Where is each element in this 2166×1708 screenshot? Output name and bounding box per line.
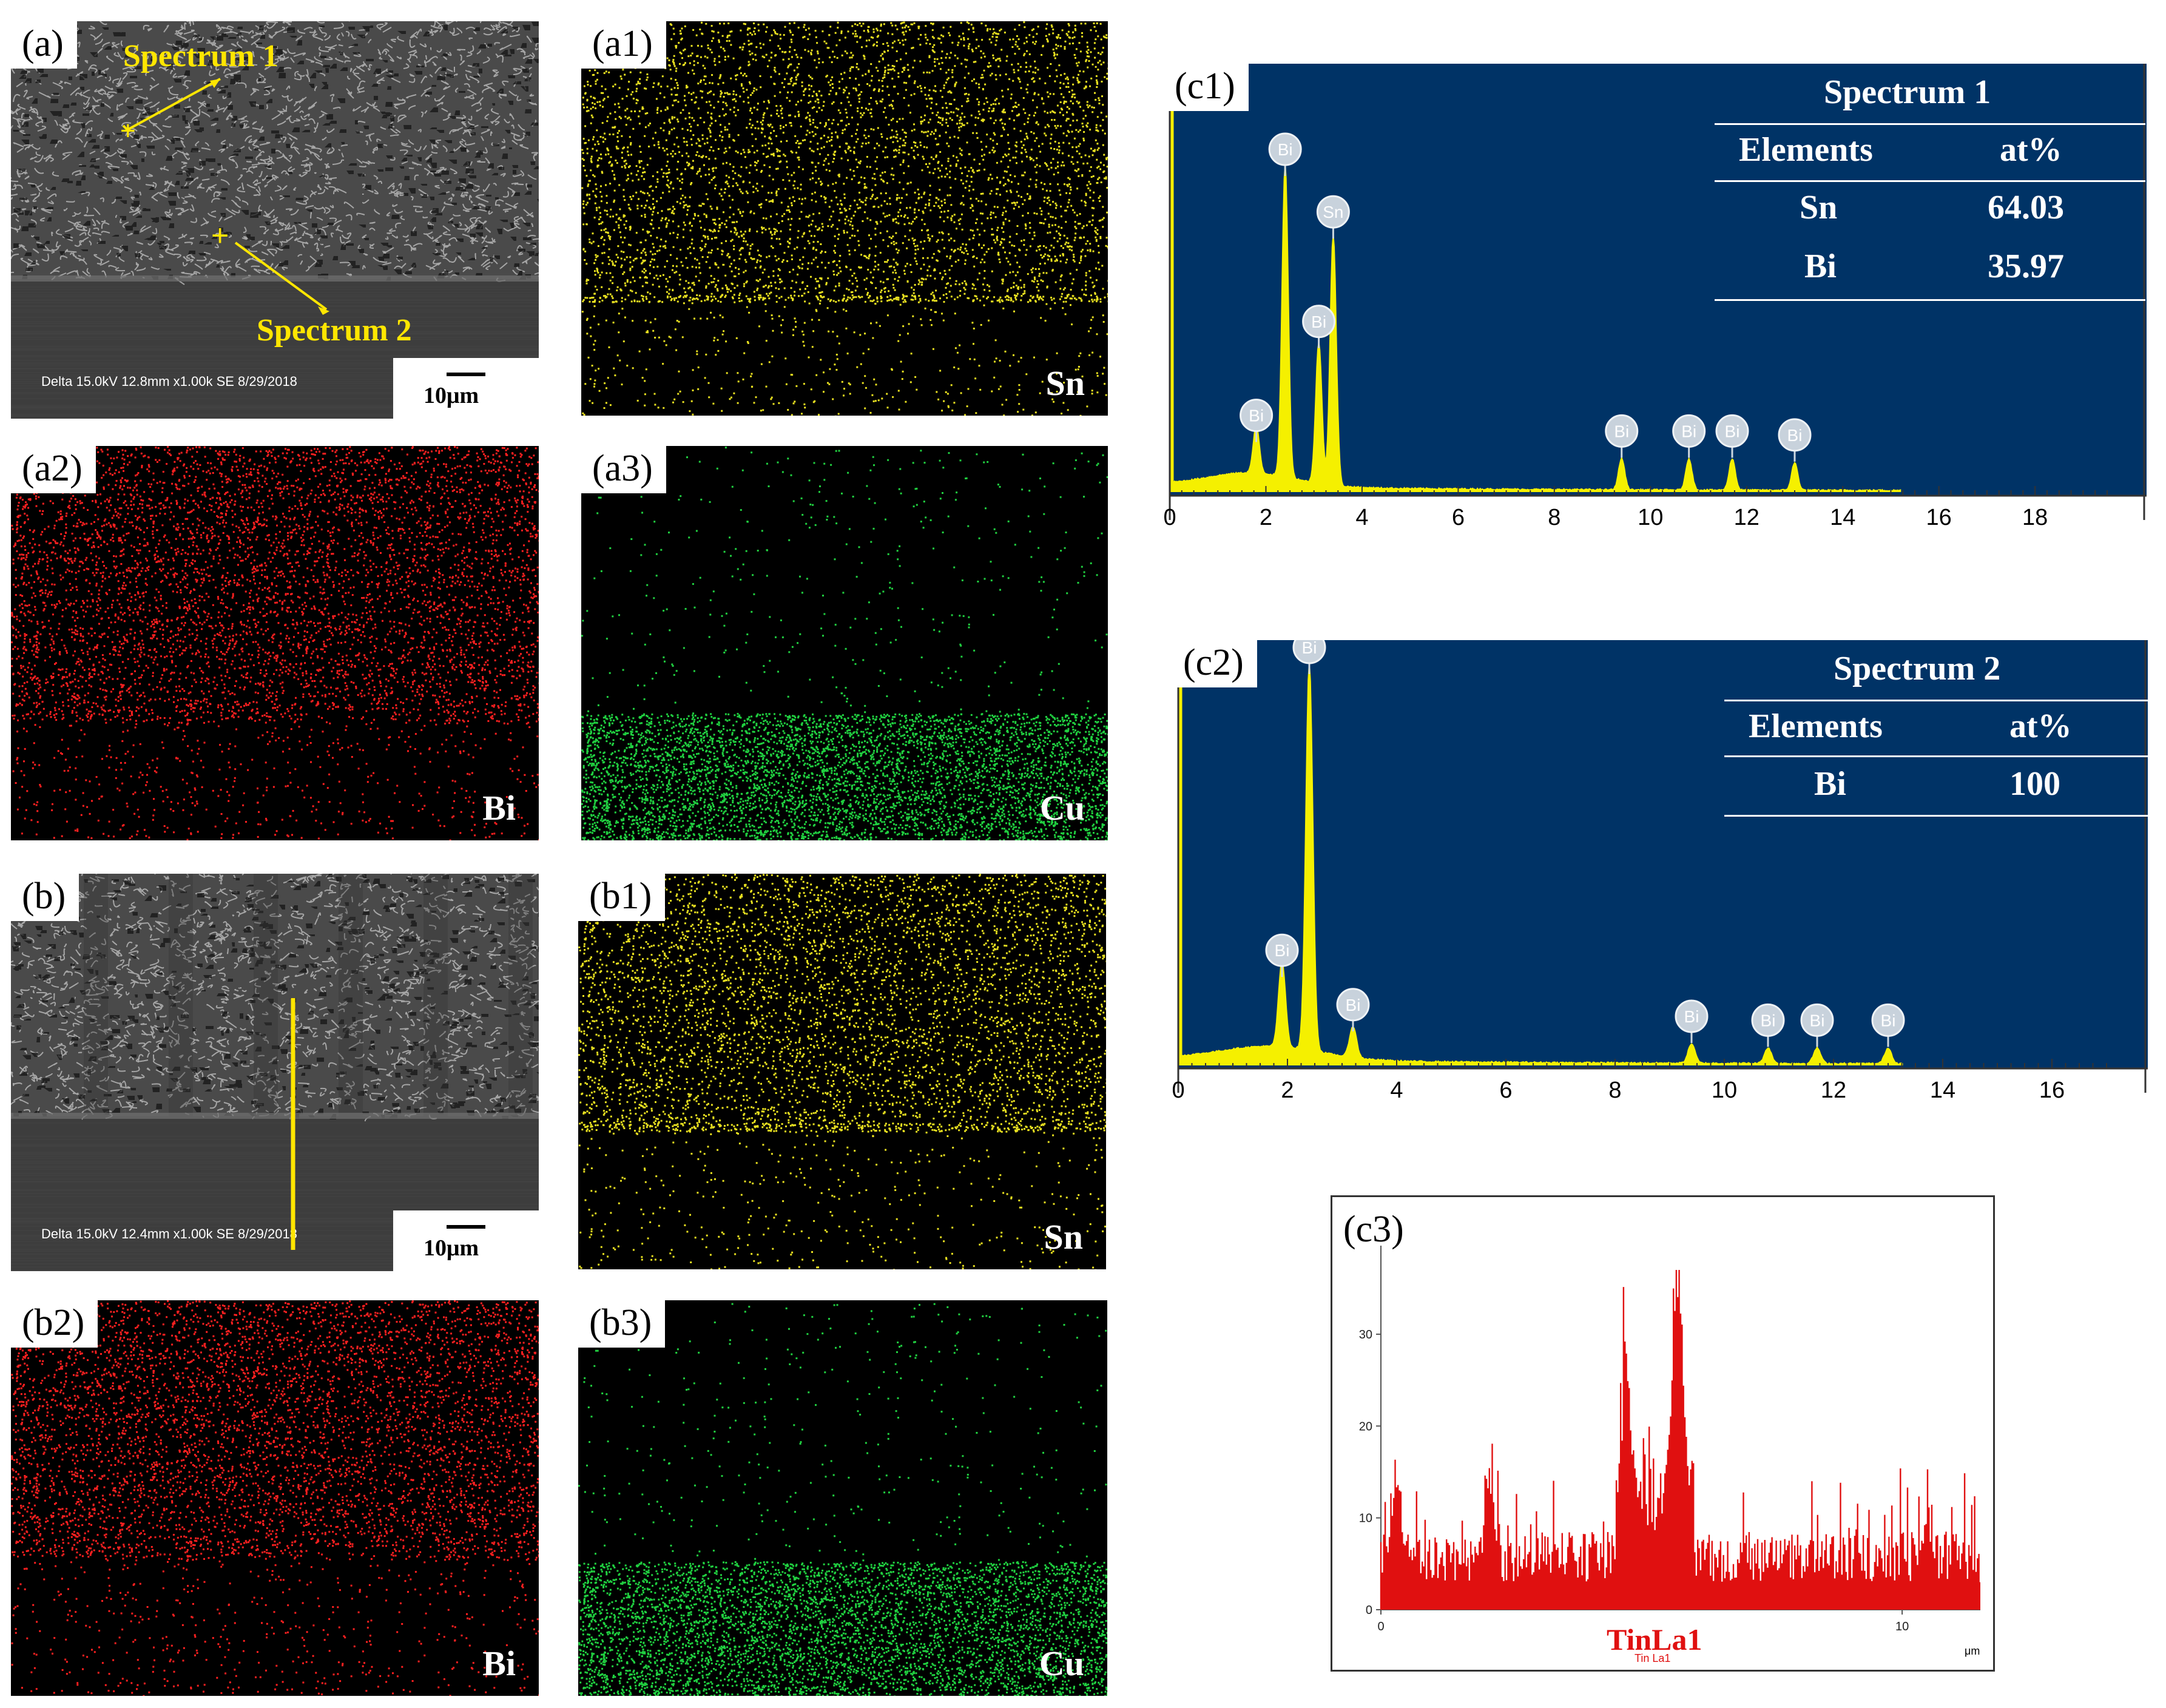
element-label-b1: Sn (1044, 1217, 1083, 1257)
xtick-label: 2 (1281, 1078, 1294, 1103)
cu-map-a3 (581, 446, 1108, 840)
spectrum-arrows: + + (11, 21, 539, 419)
panel-label-a1: (a1) (581, 21, 666, 69)
ytick-label: 30 (1359, 1328, 1372, 1342)
table-c1-r1-val: 64.03 (1988, 188, 2064, 227)
peak-label: Bi (1614, 422, 1629, 441)
table-c1-title: Spectrum 1 (1824, 73, 1991, 112)
xtick-label: 16 (2039, 1078, 2065, 1103)
sn-map-b1 (578, 874, 1106, 1269)
panel-label-c3: (c3) (1343, 1208, 1404, 1251)
table-c2-r1-el: Bi (1814, 765, 1846, 803)
table-c1-h-elements: Elements (1739, 130, 1873, 169)
peak-label: Bi (1761, 1011, 1776, 1030)
map-panel-a3: (a3) Cu (581, 446, 1108, 840)
sem-panel-a: (a) Delta 15.0kV 12.8mm x1.00k SE 8/29/2… (11, 21, 539, 419)
xtick-label: 18 (2022, 505, 2048, 530)
panel-label-b2: (b2) (11, 1300, 98, 1348)
xtick-label: 6 (1452, 505, 1465, 530)
xtick-label: 14 (1830, 505, 1855, 530)
xtick-label: 6 (1499, 1078, 1512, 1103)
eds-spectrum-c2: 0 2 4 6 8 10 12 14 16 Bi Bi Bi Bi Bi Bi Bi (c2) Spectru… (1172, 640, 2148, 1113)
ytick-label: 10 (1359, 1512, 1372, 1525)
table-c2: Spectrum 2 Elements at% Bi 100 (1724, 640, 2148, 834)
xtick-label: 16 (1926, 505, 1952, 530)
xtick-label: 8 (1548, 505, 1560, 530)
table-c2-h-at: at% (2009, 707, 2072, 746)
table-c1-h-at: at% (2000, 130, 2062, 169)
linescan-line (11, 874, 539, 1271)
peak-label: Bi (1681, 422, 1696, 441)
panel-label-a2: (a2) (11, 446, 96, 493)
peak-label: Bi (1810, 1011, 1825, 1030)
element-label-a3: Cu (1040, 788, 1085, 828)
peak-label: Sn (1323, 203, 1343, 221)
xtick-label: 2 (1260, 505, 1272, 530)
svg-text:+: + (120, 116, 136, 146)
ytick-label: 0 (1366, 1604, 1372, 1617)
table-c2-title: Spectrum 2 (1834, 649, 2000, 688)
map-panel-b2: (b2) Bi (11, 1300, 539, 1696)
xtick-label: 12 (1821, 1078, 1846, 1103)
xtick-label: 8 (1608, 1078, 1621, 1103)
xtick-label: 10 (1712, 1078, 1737, 1103)
peak-label: Bi (1684, 1007, 1699, 1026)
peak-label: Bi (1311, 312, 1326, 331)
peak-label: Bi (1787, 426, 1803, 445)
linescan-c3: (c3) 0 10 20 30 0 10 TinLa1 Tin La1 μm (1331, 1195, 1995, 1672)
ytick-label: 20 (1359, 1420, 1372, 1433)
xtick-label: 0 (1164, 505, 1176, 530)
panel-label-b3: (b3) (578, 1300, 665, 1348)
xtick-label: 14 (1930, 1078, 1955, 1103)
eds-spectrum-c1: 0 2 4 6 8 10 12 14 16 18 Bi Bi Sn Bi Bi Bi Bi Bi (c1) Spe… (1164, 64, 2147, 543)
table-c1-r2-val: 35.97 (1988, 247, 2064, 286)
xtick-label: 12 (1734, 505, 1759, 530)
table-c2-h-elements: Elements (1749, 707, 1883, 746)
map-panel-a2: (a2) Bi (11, 446, 539, 840)
xtick-label: 0 (1377, 1620, 1384, 1633)
sn-map-a1 (581, 21, 1108, 416)
element-label-a2: Bi (482, 788, 516, 828)
bi-map-b2 (11, 1300, 539, 1696)
panel-label-c2: (c2) (1172, 640, 1257, 687)
cu-map-b3 (578, 1300, 1107, 1696)
element-label-b3: Cu (1039, 1643, 1084, 1684)
panel-label-a3: (a3) (581, 446, 666, 493)
xtick-label: 10 (1638, 505, 1663, 530)
linescan-xunit: μm (1965, 1645, 1980, 1658)
peak-label: Bi (1249, 407, 1264, 425)
xtick-label: 4 (1355, 505, 1368, 530)
bi-map-a2 (11, 446, 539, 840)
peak-label: Bi (1725, 422, 1740, 441)
xtick-label: 0 (1172, 1078, 1185, 1103)
sem-panel-b: (b) Delta 15.0kV 12.4mm x1.00k SE 8/29/2… (11, 874, 539, 1271)
panel-label-c1: (c1) (1164, 64, 1249, 111)
linescan-c3-plot: 0 10 20 30 0 10 (1332, 1197, 1993, 1670)
xtick-label: 4 (1390, 1078, 1403, 1103)
peak-label: Bi (1346, 996, 1361, 1014)
table-c2-r1-val: 100 (2009, 765, 2060, 803)
xtick-label: 10 (1895, 1620, 1909, 1633)
table-c1-r2-el: Bi (1804, 247, 1837, 286)
table-c1: Spectrum 1 Elements at% Sn 64.03 Bi 35.9… (1715, 64, 2145, 319)
element-label-b2: Bi (482, 1643, 516, 1684)
table-c1-r1-el: Sn (1800, 188, 1837, 227)
map-panel-a1: (a1) Sn (581, 21, 1108, 416)
panel-label-b1: (b1) (578, 874, 665, 921)
peak-label: Bi (1278, 140, 1293, 159)
peak-label: Bi (1881, 1011, 1896, 1030)
map-panel-b3: (b3) Cu (578, 1300, 1107, 1696)
map-panel-b1: (b1) Sn (578, 874, 1106, 1269)
linescan-subtitle: Tin La1 (1635, 1652, 1670, 1665)
peak-label: Bi (1302, 640, 1317, 657)
svg-text:+: + (211, 218, 229, 252)
peak-label: Bi (1275, 941, 1290, 960)
element-label-a1: Sn (1045, 363, 1085, 403)
